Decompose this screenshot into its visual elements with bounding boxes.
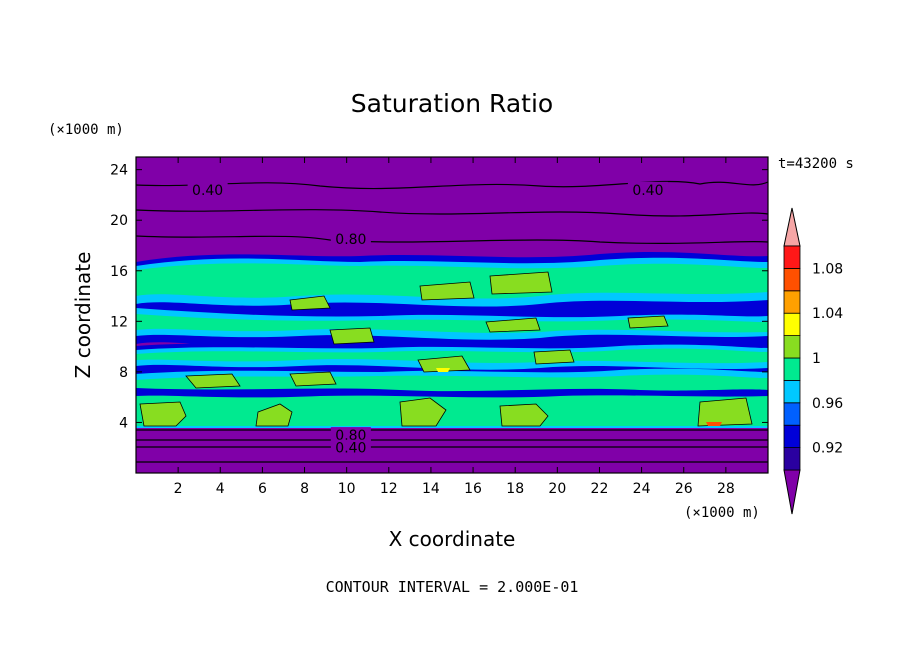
contour-interval-label: CONTOUR INTERVAL = 2.000E-01 bbox=[326, 578, 579, 596]
contour-label-gap bbox=[187, 181, 228, 198]
y-tick-label: 8 bbox=[119, 365, 128, 381]
colorbar-swatch bbox=[783, 424, 801, 449]
x-tick-label: 20 bbox=[548, 481, 566, 497]
x-tick-label: 6 bbox=[258, 481, 267, 497]
patch-moist-2 bbox=[255, 403, 293, 427]
patch-moist-5 bbox=[697, 397, 753, 427]
contour-lines bbox=[135, 180, 769, 463]
colorbar-tick-label: 0.96 bbox=[812, 396, 843, 412]
chart-title: Saturation Ratio bbox=[351, 89, 553, 118]
patch-moist-11 bbox=[485, 317, 541, 333]
x-tick-label: 2 bbox=[174, 481, 183, 497]
patch-moist-3 bbox=[399, 397, 447, 427]
patch-moist-13 bbox=[489, 271, 553, 295]
colorbar-swatch bbox=[783, 447, 801, 471]
x-tick-label: 24 bbox=[633, 481, 651, 497]
x-unit-label: (×1000 m) bbox=[684, 505, 760, 521]
x-tick-label: 28 bbox=[717, 481, 735, 497]
colorbar-tick-label: 0.92 bbox=[812, 441, 843, 457]
colorbar-over-arrow bbox=[783, 207, 801, 247]
x-axis-ticks: 2 4 6 8 10 12 14 16 18 20 22 24 26 28 bbox=[174, 157, 735, 497]
x-tick-label: 12 bbox=[380, 481, 398, 497]
contour-label: 0.40 bbox=[632, 183, 663, 199]
patch-moist-14 bbox=[289, 295, 331, 311]
colorbar-swatch bbox=[783, 357, 801, 381]
y-unit-label: (×1000 m) bbox=[48, 122, 124, 138]
colorbar: 0.92 0.96 1 1.04 1.08 bbox=[783, 207, 843, 515]
patch-supersat-1 bbox=[436, 368, 450, 372]
patch-moist-10 bbox=[329, 327, 375, 345]
contour-upper-0p40 bbox=[135, 180, 769, 190]
plot-frame bbox=[135, 156, 769, 474]
colorbar-swatch bbox=[783, 335, 801, 359]
patch-moist-6 bbox=[185, 373, 241, 389]
heatmap-field bbox=[136, 157, 768, 473]
contour-labels: 0.40 0.400.800.800.40 bbox=[187, 181, 668, 457]
colorbar-swatch bbox=[783, 402, 801, 426]
x-tick-label: 10 bbox=[338, 481, 356, 497]
y-tick-label: 12 bbox=[110, 314, 128, 330]
contour-upper-0p60 bbox=[135, 209, 769, 217]
contour-label-gap bbox=[330, 427, 371, 444]
contour-label: 0.80 bbox=[335, 232, 366, 248]
patch-moist-15 bbox=[627, 315, 669, 329]
colorbar-tick-label: 1.08 bbox=[812, 261, 843, 277]
patch-moist-1 bbox=[139, 401, 187, 427]
band-lower-green bbox=[136, 374, 768, 426]
y-tick-label: 20 bbox=[110, 213, 128, 229]
patch-moist-12 bbox=[419, 281, 475, 301]
band-upper-green-2 bbox=[136, 314, 768, 333]
x-tick-label: 4 bbox=[216, 481, 225, 497]
patch-supersat-2 bbox=[706, 422, 722, 426]
contour-label-gap bbox=[330, 439, 371, 456]
x-tick-label: 14 bbox=[422, 481, 440, 497]
y-axis-ticks: 4 8 12 16 20 24 bbox=[110, 163, 768, 431]
colorbar-tick-label: 1 bbox=[812, 351, 821, 367]
colorbar-swatch bbox=[783, 290, 801, 314]
colorbar-swatch bbox=[783, 267, 801, 292]
y-tick-label: 16 bbox=[110, 264, 128, 280]
band-lower-blue-strip bbox=[136, 388, 768, 398]
x-tick-label: 16 bbox=[464, 481, 482, 497]
patch-moist-7 bbox=[289, 371, 337, 387]
contour-upper-0p80 bbox=[135, 235, 769, 244]
patch-moist-9 bbox=[533, 349, 575, 365]
band-middle-green bbox=[136, 348, 768, 364]
colorbar-tick-label: 1.04 bbox=[812, 306, 843, 322]
y-tick-label: 24 bbox=[110, 163, 128, 179]
x-axis-label: X coordinate bbox=[389, 527, 516, 551]
x-tick-label: 22 bbox=[591, 481, 609, 497]
band-upper-green bbox=[136, 263, 768, 299]
patch-moist-8 bbox=[417, 355, 471, 373]
patch-moist-4 bbox=[499, 403, 549, 427]
colorbar-under-arrow bbox=[783, 469, 801, 515]
y-axis-label: Z coordinate bbox=[71, 252, 95, 379]
x-tick-label: 26 bbox=[675, 481, 693, 497]
contour-label: 0.40 bbox=[192, 183, 223, 199]
x-tick-label: 18 bbox=[506, 481, 524, 497]
colorbar-swatch bbox=[783, 379, 801, 404]
lower-dry-layer bbox=[136, 428, 768, 473]
colorbar-swatch bbox=[783, 312, 801, 337]
time-label: t=43200 s bbox=[778, 156, 854, 172]
contour-label-gap bbox=[627, 181, 668, 198]
y-tick-label: 4 bbox=[119, 415, 128, 431]
colorbar-swatch bbox=[783, 245, 801, 269]
x-tick-label: 8 bbox=[300, 481, 309, 497]
contour-label: 0.40 bbox=[335, 441, 366, 457]
contour-label-gap bbox=[330, 231, 371, 248]
